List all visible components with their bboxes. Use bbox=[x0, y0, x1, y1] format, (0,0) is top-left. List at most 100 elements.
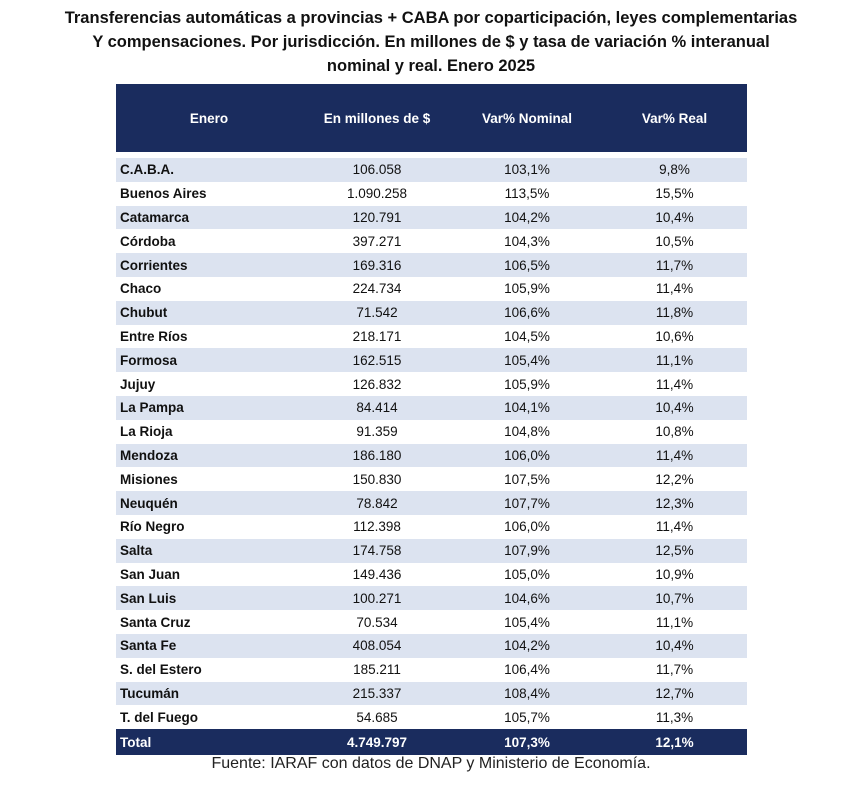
cell-jurisdiction: T. del Fuego bbox=[116, 705, 302, 730]
cell-amount: 70.534 bbox=[302, 610, 452, 634]
cell-var-real: 12,3% bbox=[602, 491, 747, 515]
column-header-amount: En millones de $ bbox=[302, 84, 452, 152]
cell-var-real: 10,7% bbox=[602, 586, 747, 611]
cell-var-nominal: 104,1% bbox=[452, 395, 602, 420]
cell-var-nominal: 104,3% bbox=[452, 229, 602, 254]
cell-amount: 397.271 bbox=[302, 229, 452, 254]
cell-var-nominal: 104,6% bbox=[452, 586, 602, 611]
cell-jurisdiction: Formosa bbox=[116, 348, 302, 373]
cell-amount: 215.337 bbox=[302, 681, 452, 706]
cell-var-real: 11,1% bbox=[602, 610, 747, 634]
table-row: Jujuy 126.832 105,9% 11,4% bbox=[116, 372, 747, 396]
cell-var-real: 10,6% bbox=[602, 324, 747, 349]
table-row: Tucumán 215.337 108,4% 12,7% bbox=[116, 681, 747, 706]
cell-jurisdiction: Tucumán bbox=[116, 681, 302, 706]
cell-var-nominal: 104,2% bbox=[452, 633, 602, 658]
table-row: Chubut 71.542 106,6% 11,8% bbox=[116, 300, 747, 325]
cell-var-nominal: 105,9% bbox=[452, 276, 602, 301]
table-row: Córdoba 397.271 104,3% 10,5% bbox=[116, 229, 747, 254]
cell-var-real: 12,7% bbox=[602, 681, 747, 706]
cell-var-nominal: 107,5% bbox=[452, 467, 602, 492]
cell-jurisdiction: Misiones bbox=[116, 467, 302, 492]
table-row: Buenos Aires 1.090.258 113,5% 15,5% bbox=[116, 181, 747, 206]
cell-var-nominal: 105,4% bbox=[452, 348, 602, 373]
table-row: Mendoza 186.180 106,0% 11,4% bbox=[116, 443, 747, 468]
cell-var-nominal: 106,0% bbox=[452, 514, 602, 539]
title-line-2: Y compensaciones. Por jurisdicción. En m… bbox=[92, 33, 770, 51]
cell-var-nominal: 108,4% bbox=[452, 681, 602, 706]
cell-var-nominal: 103,1% bbox=[452, 158, 602, 182]
table-row: C.A.B.A. 106.058 103,1% 9,8% bbox=[116, 158, 747, 182]
cell-var-real: 11,8% bbox=[602, 300, 747, 325]
cell-var-real: 11,4% bbox=[602, 276, 747, 301]
table-row: S. del Estero 185.211 106,4% 11,7% bbox=[116, 657, 747, 682]
cell-amount: 185.211 bbox=[302, 657, 452, 682]
cell-jurisdiction: La Rioja bbox=[116, 419, 302, 444]
cell-var-real: 11,4% bbox=[602, 514, 747, 539]
cell-jurisdiction: Jujuy bbox=[116, 372, 302, 396]
cell-jurisdiction: Salta bbox=[116, 538, 302, 563]
cell-var-real: 11,4% bbox=[602, 443, 747, 468]
cell-amount: 149.436 bbox=[302, 562, 452, 587]
data-table-container: Enero En millones de $ Var% Nominal Var%… bbox=[116, 84, 747, 756]
cell-jurisdiction: Corrientes bbox=[116, 253, 302, 277]
cell-amount: 91.359 bbox=[302, 419, 452, 444]
cell-jurisdiction: San Juan bbox=[116, 562, 302, 587]
cell-var-nominal: 106,0% bbox=[452, 443, 602, 468]
table-row: La Rioja 91.359 104,8% 10,8% bbox=[116, 419, 747, 444]
cell-jurisdiction: Entre Ríos bbox=[116, 324, 302, 349]
cell-var-real: 10,5% bbox=[602, 229, 747, 254]
cell-var-nominal: 105,9% bbox=[452, 372, 602, 396]
cell-amount: 112.398 bbox=[302, 514, 452, 539]
cell-jurisdiction: Mendoza bbox=[116, 443, 302, 468]
cell-var-real: 11,1% bbox=[602, 348, 747, 373]
cell-amount: 150.830 bbox=[302, 467, 452, 492]
cell-jurisdiction: Chubut bbox=[116, 300, 302, 325]
cell-amount: 100.271 bbox=[302, 586, 452, 611]
table-header: Enero En millones de $ Var% Nominal Var%… bbox=[116, 84, 747, 152]
cell-var-real: 12,2% bbox=[602, 467, 747, 492]
table-row: T. del Fuego 54.685 105,7% 11,3% bbox=[116, 705, 747, 730]
column-header-var-nominal: Var% Nominal bbox=[452, 84, 602, 152]
cell-jurisdiction: Catamarca bbox=[116, 205, 302, 230]
source-note: Fuente: IARAF con datos de DNAP y Minist… bbox=[211, 755, 651, 772]
cell-amount: 54.685 bbox=[302, 705, 452, 730]
table-row: Formosa 162.515 105,4% 11,1% bbox=[116, 348, 747, 373]
cell-var-real: 15,5% bbox=[602, 181, 747, 206]
table-row: Corrientes 169.316 106,5% 11,7% bbox=[116, 253, 747, 277]
cell-jurisdiction: Río Negro bbox=[116, 514, 302, 539]
table-row: Santa Fe 408.054 104,2% 10,4% bbox=[116, 633, 747, 658]
data-table: Enero En millones de $ Var% Nominal Var%… bbox=[116, 84, 747, 756]
cell-amount: 120.791 bbox=[302, 205, 452, 230]
cell-jurisdiction: La Pampa bbox=[116, 395, 302, 420]
total-var-real: 12,1% bbox=[602, 729, 747, 756]
table-row: Salta 174.758 107,9% 12,5% bbox=[116, 538, 747, 563]
table-row: San Juan 149.436 105,0% 10,9% bbox=[116, 562, 747, 587]
cell-var-nominal: 105,7% bbox=[452, 705, 602, 730]
table-row: Misiones 150.830 107,5% 12,2% bbox=[116, 467, 747, 492]
cell-jurisdiction: Neuquén bbox=[116, 491, 302, 515]
cell-amount: 1.090.258 bbox=[302, 181, 452, 206]
cell-var-nominal: 107,9% bbox=[452, 538, 602, 563]
cell-var-real: 11,7% bbox=[602, 657, 747, 682]
cell-jurisdiction: S. del Estero bbox=[116, 657, 302, 682]
cell-var-real: 10,9% bbox=[602, 562, 747, 587]
total-row: Total 4.749.797 107,3% 12,1% bbox=[116, 729, 747, 756]
cell-var-nominal: 113,5% bbox=[452, 181, 602, 206]
cell-jurisdiction: Santa Cruz bbox=[116, 610, 302, 634]
cell-amount: 186.180 bbox=[302, 443, 452, 468]
cell-jurisdiction: San Luis bbox=[116, 586, 302, 611]
chart-title: Transferencias automáticas a provincias … bbox=[0, 6, 862, 78]
cell-amount: 106.058 bbox=[302, 158, 452, 182]
table-row: Entre Ríos 218.171 104,5% 10,6% bbox=[116, 324, 747, 349]
table-body: C.A.B.A. 106.058 103,1% 9,8% Buenos Aires 1.0… bbox=[116, 152, 747, 730]
cell-jurisdiction: Chaco bbox=[116, 276, 302, 301]
cell-amount: 162.515 bbox=[302, 348, 452, 373]
table-row: Río Negro 112.398 106,0% 11,4% bbox=[116, 514, 747, 539]
cell-amount: 78.842 bbox=[302, 491, 452, 515]
total-amount: 4.749.797 bbox=[302, 729, 452, 756]
cell-var-real: 11,4% bbox=[602, 372, 747, 396]
table-row: Catamarca 120.791 104,2% 10,4% bbox=[116, 205, 747, 230]
column-header-var-real: Var% Real bbox=[602, 84, 747, 152]
cell-var-real: 11,7% bbox=[602, 253, 747, 277]
